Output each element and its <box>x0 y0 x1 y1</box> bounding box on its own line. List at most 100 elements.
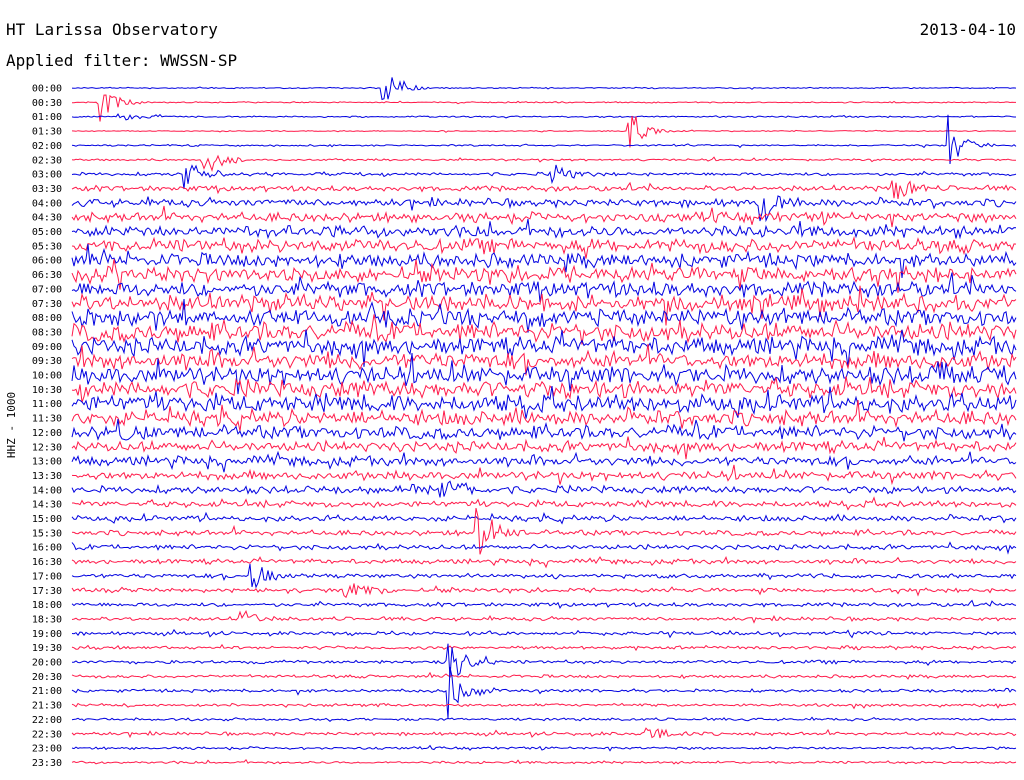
row-label-0930: 09:30 <box>32 356 62 367</box>
row-label-0900: 09:00 <box>32 342 62 353</box>
row-label-1130: 11:30 <box>32 414 62 425</box>
trace-1930 <box>71 643 1017 652</box>
trace-1330 <box>71 464 1017 486</box>
row-labels-group: 00:00 00:30 01:00 01:30 02:00 02:30 03:00 03:30… <box>32 84 62 769</box>
row-label-0100: 01:00 <box>32 112 62 123</box>
trace-2330 <box>71 758 1017 765</box>
row-label-1500: 15:00 <box>32 514 62 525</box>
trace-1830 <box>71 609 1017 624</box>
row-label-0230: 02:30 <box>32 155 62 166</box>
trace-0200 <box>71 114 1017 165</box>
trace-0630 <box>71 259 1017 293</box>
trace-0830 <box>71 314 1017 345</box>
row-label-1400: 14:00 <box>32 485 62 496</box>
row-label-2130: 21:30 <box>32 701 62 712</box>
row-label-1600: 16:00 <box>32 543 62 554</box>
trace-0030 <box>71 94 1016 122</box>
trace-0430 <box>71 205 1017 228</box>
trace-2130 <box>71 702 1017 710</box>
row-label-2300: 23:00 <box>32 744 62 755</box>
trace-1400 <box>71 480 1017 498</box>
trace-1630 <box>71 556 1017 569</box>
row-label-0130: 01:30 <box>32 127 62 138</box>
row-label-0530: 05:30 <box>32 241 62 252</box>
plot-date: 2013-04-10 <box>919 20 1016 39</box>
row-label-2230: 22:30 <box>32 729 62 740</box>
trace-1200 <box>71 419 1017 442</box>
trace-0500 <box>71 218 1017 240</box>
trace-1900 <box>71 628 1017 639</box>
row-label-0500: 05:00 <box>32 227 62 238</box>
filter-label: Applied filter: WWSSN-SP <box>6 51 238 70</box>
trace-1600 <box>71 541 1017 555</box>
row-label-0030: 00:30 <box>32 98 62 109</box>
row-label-1700: 17:00 <box>32 571 62 582</box>
trace-0230 <box>71 154 1016 173</box>
trace-1030 <box>71 376 1017 403</box>
trace-1000 <box>71 352 1017 395</box>
trace-2200 <box>71 716 1017 722</box>
trace-0730 <box>71 285 1017 326</box>
row-label-0330: 03:30 <box>32 184 62 195</box>
trace-0800 <box>71 298 1017 333</box>
row-label-1000: 10:00 <box>32 371 62 382</box>
trace-1230 <box>71 436 1017 460</box>
trace-0100 <box>71 113 1016 121</box>
row-label-0430: 04:30 <box>32 213 62 224</box>
row-label-1830: 18:30 <box>32 614 62 625</box>
row-label-1530: 15:30 <box>32 528 62 539</box>
trace-0400 <box>71 195 1017 223</box>
row-label-0000: 00:00 <box>32 84 62 95</box>
trace-1530 <box>71 507 1017 555</box>
trace-1430 <box>72 496 1017 511</box>
y-axis-title: HHZ - 1000 <box>5 392 18 458</box>
trace-0000 <box>71 77 1017 101</box>
row-label-1930: 19:30 <box>32 643 62 654</box>
row-label-0800: 08:00 <box>32 313 62 324</box>
trace-2030 <box>71 671 1017 680</box>
trace-2100 <box>71 667 1017 719</box>
trace-0130 <box>71 115 1016 148</box>
row-label-2200: 22:00 <box>32 715 62 726</box>
row-label-1100: 11:00 <box>32 399 62 410</box>
trace-2000 <box>71 643 1017 678</box>
row-label-1030: 10:30 <box>32 385 62 396</box>
row-label-0700: 07:00 <box>32 284 62 295</box>
trace-1300 <box>71 450 1017 473</box>
row-label-1300: 13:00 <box>32 457 62 468</box>
station-title: HT Larissa Observatory <box>6 20 218 39</box>
row-label-1730: 17:30 <box>32 586 62 597</box>
row-label-2330: 23:30 <box>32 758 62 769</box>
row-label-0300: 03:00 <box>32 170 62 181</box>
row-label-2000: 20:00 <box>32 658 62 669</box>
row-label-1230: 12:30 <box>32 442 62 453</box>
trace-0600 <box>71 243 1017 279</box>
row-label-0630: 06:30 <box>32 270 62 281</box>
trace-2300 <box>71 744 1017 752</box>
trace-2230 <box>71 727 1017 739</box>
row-label-0200: 02:00 <box>32 141 62 152</box>
row-label-1630: 16:30 <box>32 557 62 568</box>
trace-0700 <box>71 272 1017 302</box>
trace-0300 <box>71 164 1017 190</box>
trace-1700 <box>71 563 1017 589</box>
row-label-1900: 19:00 <box>32 629 62 640</box>
row-label-1800: 18:00 <box>32 600 62 611</box>
trace-1500 <box>71 511 1017 525</box>
trace-1130 <box>71 400 1017 432</box>
row-label-0600: 06:00 <box>32 256 62 267</box>
row-label-1200: 12:00 <box>32 428 62 439</box>
trace-1730 <box>71 583 1017 599</box>
row-label-0830: 08:30 <box>32 327 62 338</box>
row-label-2100: 21:00 <box>32 686 62 697</box>
trace-0330 <box>71 180 1017 199</box>
row-label-0400: 04:00 <box>32 198 62 209</box>
row-label-1330: 13:30 <box>32 471 62 482</box>
row-label-1430: 14:30 <box>32 500 62 511</box>
trace-1800 <box>71 599 1017 609</box>
trace-0930 <box>71 343 1017 376</box>
trace-0530 <box>71 235 1017 259</box>
trace-0900 <box>71 329 1017 368</box>
row-label-2030: 20:30 <box>32 672 62 683</box>
